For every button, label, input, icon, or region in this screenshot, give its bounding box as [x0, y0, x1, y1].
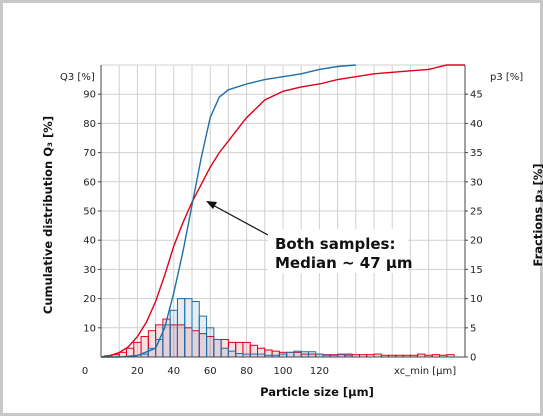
y-right-tick-label: 35 [470, 148, 483, 159]
y-right-tick-label: 25 [470, 207, 483, 218]
y-right-axis-title: Fractions p₃ [%] [531, 163, 543, 266]
y-right-tick-label: 5 [470, 323, 476, 334]
histogram-bar [293, 350, 302, 358]
x-tick-label: 60 [204, 366, 217, 377]
y-left-tick-label: 60 [83, 177, 96, 188]
x-tick-label: 40 [167, 366, 180, 377]
histogram-bar [184, 298, 193, 358]
y-left-axis-title: Cumulative distribution Q₃ [%] [41, 116, 55, 314]
x-tick-label: 120 [310, 366, 329, 377]
annotation-line-2: Median ~ 47 µm [275, 254, 413, 272]
y-right-tick-label: 40 [470, 119, 483, 130]
histogram-bar [220, 347, 229, 358]
x-tick-label: 0 [82, 366, 88, 377]
y-left-tick-label: 30 [83, 265, 96, 276]
y-left-tick-label: 40 [83, 236, 96, 247]
cumulative-line [101, 64, 356, 358]
x-tick-label: 80 [240, 366, 253, 377]
histogram-bar [307, 351, 317, 358]
y-left-tick-label: 50 [83, 207, 96, 218]
y-left-tick-label: 10 [83, 323, 96, 334]
y-left-tick-label: 90 [83, 90, 96, 101]
y-left-unit-label: Q3 [%] [60, 72, 95, 83]
y-right-unit-label: p3 [%] [490, 72, 523, 83]
tick-labels: 0 20 40 60 80 100 120 10 20 30 40 50 60 70 80 90 0 5 10 15 2… [82, 90, 483, 377]
histogram-bar [286, 351, 295, 358]
histogram-bar [155, 338, 164, 358]
histogram-bar [235, 352, 244, 358]
histogram-bar [169, 309, 178, 358]
histogram-bar [227, 350, 237, 358]
y-left-tick-label: 70 [83, 148, 96, 159]
y-right-tick-label: 45 [470, 90, 483, 101]
histogram-bar [191, 301, 200, 358]
y-left-tick-label: 20 [83, 294, 96, 305]
y-left-tick-label: 80 [83, 119, 96, 130]
median-annotation: Both samples: Median ~ 47 µm [206, 201, 413, 273]
annotation-arrow-head [206, 201, 217, 209]
annotation-arrow-line [208, 202, 269, 236]
grid [101, 64, 466, 357]
y-right-tick-label: 10 [470, 294, 483, 305]
x-unit-label: xc_min [µm] [394, 366, 456, 377]
y-right-tick-label: 15 [470, 265, 483, 276]
histogram-bar [206, 327, 215, 358]
x-tick-label: 20 [131, 366, 144, 377]
histogram-bar [300, 351, 309, 358]
chart-svg: 0 20 40 60 80 100 120 10 20 30 40 50 60 70 80 90 0 5 10 15 2… [41, 64, 543, 399]
x-tick-label: 100 [273, 366, 292, 377]
y-right-tick-label: 0 [470, 353, 476, 364]
histogram-bar [176, 298, 186, 358]
histogram-bar [198, 315, 208, 358]
histogram-bar [213, 338, 222, 358]
cumulative-line [100, 64, 465, 358]
y-right-tick-label: 30 [470, 177, 483, 188]
y-right-tick-label: 20 [470, 236, 483, 247]
annotation-background [268, 229, 408, 273]
x-axis-title: Particle size [µm] [260, 385, 374, 399]
cumulative-lines [100, 64, 465, 358]
annotation-line-1: Both samples: [275, 235, 395, 253]
